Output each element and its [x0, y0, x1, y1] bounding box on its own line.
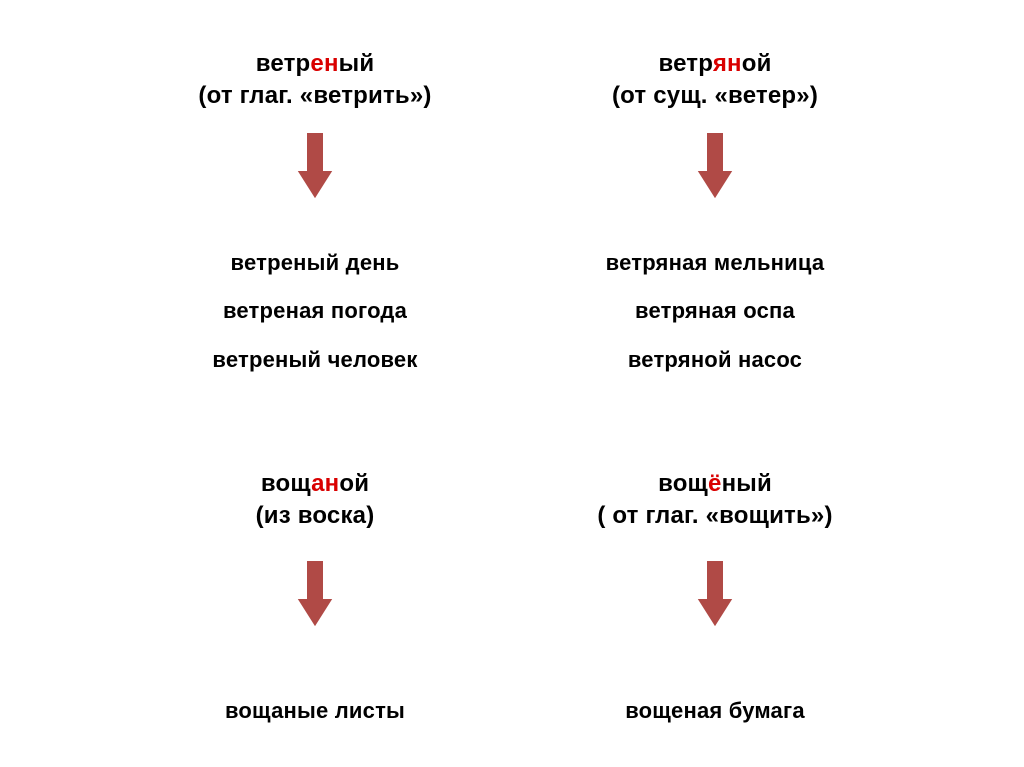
bot-right-heading: вощёный ( от глаг. «вощить»)	[530, 468, 900, 533]
arrow-down-icon	[694, 130, 736, 202]
bot-left-arrow	[130, 558, 500, 630]
text-seg: ветр	[256, 50, 311, 77]
bot-left-items: вощаные листы	[130, 676, 500, 746]
bot-left-sub: (из воска)	[130, 500, 500, 532]
text-seg: ый	[339, 50, 375, 77]
list-item: ветреная погода	[130, 298, 500, 324]
text-seg: вощ	[261, 470, 311, 497]
top-right-arrow	[530, 130, 900, 202]
arrow-down-icon	[294, 130, 336, 202]
list-item: вощаные листы	[130, 698, 500, 724]
top-right-sub: (от сущ. «ветер»)	[530, 80, 900, 112]
bot-left-heading: вощаной (из воска)	[130, 468, 500, 533]
top-left-heading: ветреный (от глаг. «ветрить»)	[130, 48, 500, 113]
text-seg-hl: ё	[708, 470, 722, 497]
diagram-page: ветреный (от глаг. «ветрить») ветреный д…	[0, 0, 1024, 767]
bot-right-word: вощёный	[530, 468, 900, 500]
top-left-arrow	[130, 130, 500, 202]
bot-right-sub: ( от глаг. «вощить»)	[530, 500, 900, 532]
bot-right-arrow	[530, 558, 900, 630]
top-left-items: ветреный день ветреная погода ветреный ч…	[130, 228, 500, 395]
list-item: ветряная оспа	[530, 298, 900, 324]
text-seg: ой	[742, 50, 772, 77]
bot-right-items: вощеная бумага	[530, 676, 900, 746]
top-right-word: ветряной	[530, 48, 900, 80]
list-item: вощеная бумага	[530, 698, 900, 724]
text-seg: ой	[339, 470, 369, 497]
list-item: ветреный день	[130, 250, 500, 276]
text-seg-hl: ян	[713, 50, 742, 77]
text-seg-hl: ен	[310, 50, 338, 77]
text-seg-hl: ан	[311, 470, 339, 497]
bot-left-word: вощаной	[130, 468, 500, 500]
list-item: ветряная мельница	[530, 250, 900, 276]
text-seg: ветр	[658, 50, 712, 77]
top-left-word: ветреный	[130, 48, 500, 80]
arrow-down-icon	[294, 558, 336, 630]
top-right-items: ветряная мельница ветряная оспа ветряной…	[530, 228, 900, 395]
arrow-down-icon	[694, 558, 736, 630]
top-left-sub: (от глаг. «ветрить»)	[130, 80, 500, 112]
list-item: ветряной насос	[530, 347, 900, 373]
top-right-heading: ветряной (от сущ. «ветер»)	[530, 48, 900, 113]
text-seg: вощ	[658, 470, 708, 497]
list-item: ветреный человек	[130, 347, 500, 373]
text-seg: ный	[722, 470, 772, 497]
